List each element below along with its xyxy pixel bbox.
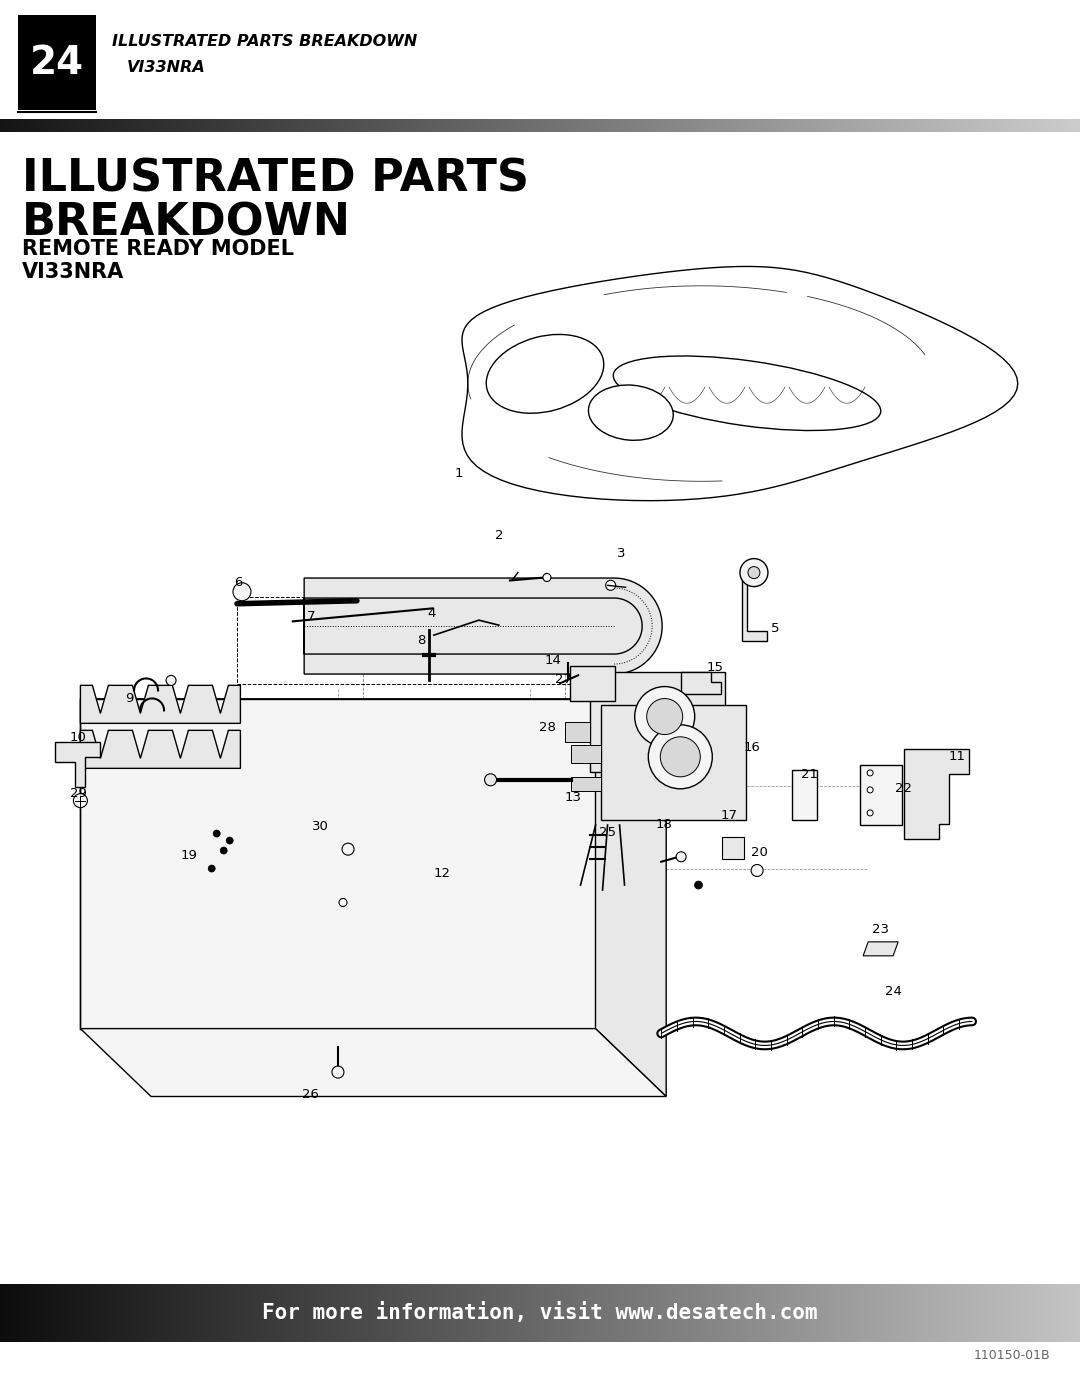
Ellipse shape [486,334,604,414]
Circle shape [740,559,768,587]
Text: VI33NRA: VI33NRA [127,60,206,74]
Circle shape [660,736,700,777]
Text: 23: 23 [872,923,889,936]
Circle shape [647,698,683,735]
Text: 30: 30 [312,820,329,834]
Text: 5: 5 [771,623,780,636]
Polygon shape [80,1028,666,1097]
Text: 13: 13 [565,791,582,805]
Ellipse shape [589,386,673,440]
Text: 21: 21 [801,768,819,781]
Text: 3: 3 [617,546,625,560]
Text: 11: 11 [948,750,966,764]
Circle shape [213,830,220,837]
Text: 17: 17 [720,809,738,821]
Text: 10: 10 [70,731,86,745]
Bar [793,770,818,820]
Circle shape [543,573,551,581]
Text: 26: 26 [302,1088,319,1101]
Circle shape [751,865,764,876]
Bar [860,766,902,824]
Circle shape [648,725,713,789]
Text: For more information, visit www.desatech.com: For more information, visit www.desatech… [262,1302,818,1323]
Bar [237,597,570,685]
Bar [570,745,600,763]
Text: BREAKDOWN: BREAKDOWN [22,203,351,244]
Polygon shape [55,742,100,787]
Bar [591,672,726,771]
Text: 28: 28 [539,721,555,735]
Polygon shape [80,686,241,724]
Circle shape [339,898,347,907]
Polygon shape [863,942,899,956]
Bar [600,705,745,820]
Bar [566,721,591,742]
Text: 29: 29 [70,788,86,800]
Text: 25: 25 [599,826,616,840]
Polygon shape [742,570,767,641]
Ellipse shape [613,356,881,430]
Polygon shape [904,749,969,840]
Circle shape [694,882,702,888]
Circle shape [342,844,354,855]
Text: 18: 18 [656,819,673,831]
Circle shape [220,847,227,854]
Text: 110150-01B: 110150-01B [973,1350,1050,1362]
Text: 22: 22 [895,781,912,795]
Circle shape [485,774,497,785]
Text: 20: 20 [751,845,768,859]
Text: 7: 7 [307,610,315,623]
Text: 24: 24 [885,985,902,999]
Polygon shape [681,672,721,694]
Circle shape [606,580,616,591]
Text: 27: 27 [555,673,571,686]
Text: 1: 1 [455,467,463,481]
Circle shape [867,810,873,816]
Circle shape [676,852,686,862]
Text: VI33NRA: VI33NRA [22,263,124,282]
Text: 12: 12 [433,868,450,880]
Bar [570,777,600,791]
Text: 15: 15 [706,661,724,675]
Circle shape [233,583,251,601]
Circle shape [332,1066,343,1078]
Polygon shape [80,698,666,787]
Text: 19: 19 [181,849,198,862]
Circle shape [166,675,176,686]
Bar [721,837,744,859]
Text: 6: 6 [233,576,242,590]
Text: 14: 14 [544,654,562,666]
Polygon shape [80,731,241,768]
Circle shape [226,837,233,844]
Polygon shape [80,698,595,1028]
Polygon shape [595,698,666,1097]
Text: 24: 24 [30,43,84,81]
Text: ILLUSTRATED PARTS: ILLUSTRATED PARTS [22,156,529,200]
Circle shape [208,865,215,872]
Text: ILLUSTRATED PARTS BREAKDOWN: ILLUSTRATED PARTS BREAKDOWN [112,35,417,49]
Text: 8: 8 [418,634,426,647]
Text: 16: 16 [744,740,760,754]
Polygon shape [462,267,1017,500]
Bar [18,15,96,110]
Circle shape [748,567,760,578]
Polygon shape [305,578,662,673]
Text: 9: 9 [124,693,133,705]
Text: 2: 2 [496,529,503,542]
Circle shape [73,793,87,807]
Text: 4: 4 [428,606,436,620]
Bar [570,666,616,701]
Circle shape [635,686,694,746]
Text: REMOTE READY MODEL: REMOTE READY MODEL [22,239,294,258]
Circle shape [867,770,873,775]
Circle shape [867,787,873,793]
